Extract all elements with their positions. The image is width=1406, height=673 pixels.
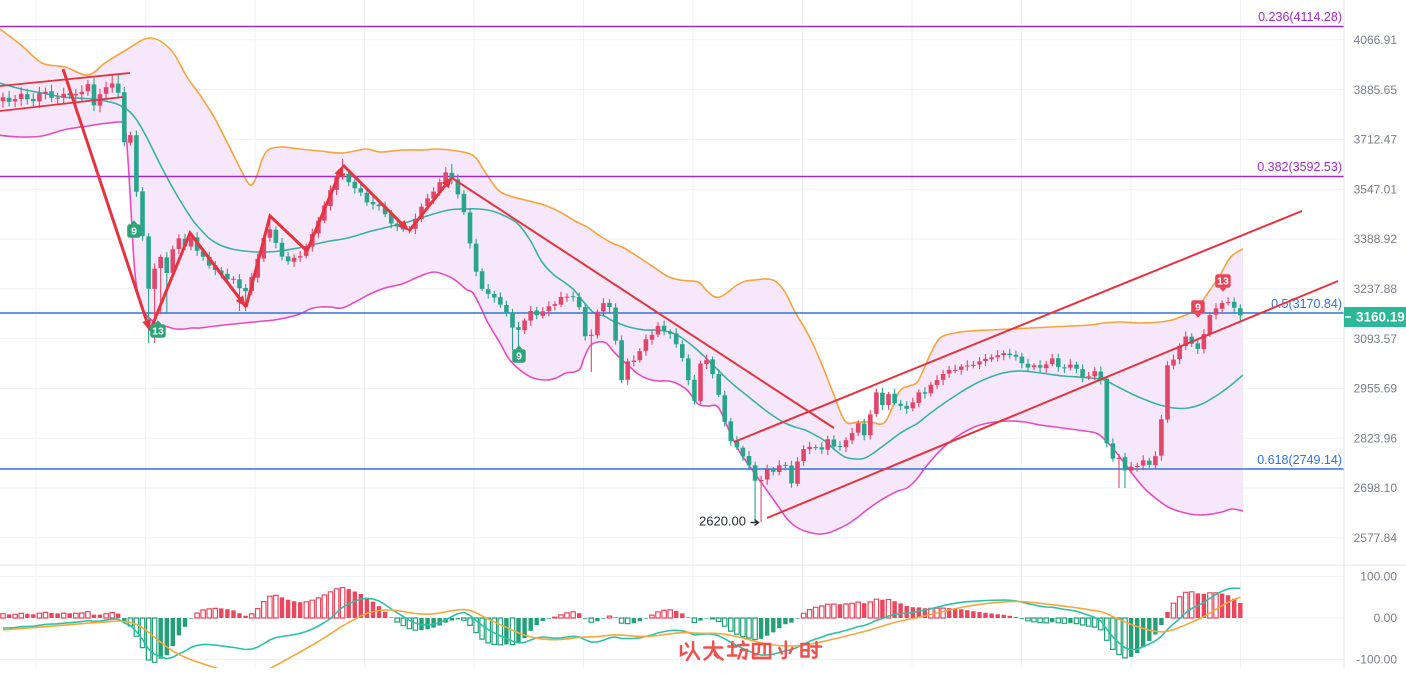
svg-text:3160.19: 3160.19 — [1356, 310, 1405, 325]
svg-text:3237.88: 3237.88 — [1354, 282, 1398, 296]
svg-text:2955.69: 2955.69 — [1354, 382, 1398, 396]
svg-text:13: 13 — [1217, 276, 1229, 288]
svg-text:13: 13 — [152, 326, 164, 338]
svg-text:9: 9 — [131, 226, 137, 238]
svg-text:100.00: 100.00 — [1360, 570, 1397, 584]
svg-text:3388.92: 3388.92 — [1354, 232, 1398, 246]
svg-text:0.00: 0.00 — [1374, 611, 1398, 625]
svg-text:-100.00: -100.00 — [1356, 653, 1397, 667]
svg-text:2577.84: 2577.84 — [1354, 531, 1398, 545]
svg-text:0.618(2749.14): 0.618(2749.14) — [1257, 453, 1342, 467]
svg-text:2620.00: 2620.00 — [699, 514, 746, 529]
svg-text:3712.47: 3712.47 — [1354, 133, 1398, 147]
svg-text:0.236(4114.28): 0.236(4114.28) — [1258, 10, 1342, 24]
svg-text:4066.91: 4066.91 — [1354, 33, 1398, 47]
svg-text:0.382(3592.53): 0.382(3592.53) — [1257, 160, 1342, 174]
svg-text:9: 9 — [516, 351, 522, 363]
svg-text:2823.96: 2823.96 — [1354, 431, 1398, 445]
svg-text:3093.57: 3093.57 — [1354, 332, 1398, 346]
svg-text:9: 9 — [1195, 302, 1201, 314]
svg-text:3547.01: 3547.01 — [1354, 182, 1398, 196]
svg-text:2698.10: 2698.10 — [1354, 481, 1398, 495]
svg-text:3885.65: 3885.65 — [1354, 83, 1398, 97]
